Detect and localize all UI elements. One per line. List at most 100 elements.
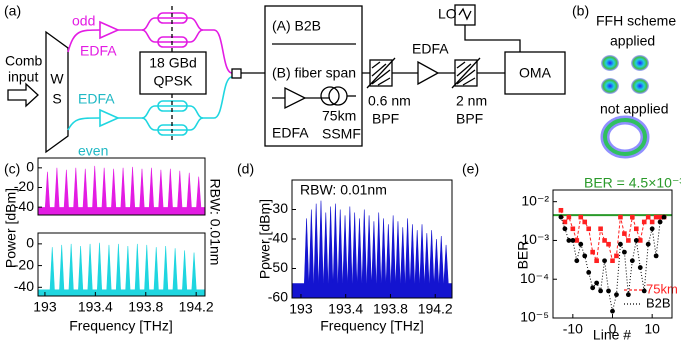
wss-label: S xyxy=(52,91,61,107)
panel-label: (c) xyxy=(4,161,20,177)
comb-line xyxy=(381,218,385,283)
marker xyxy=(654,215,659,220)
x-axis-label: Line # xyxy=(593,327,631,343)
comb-line xyxy=(74,168,78,207)
constellation-label: applied xyxy=(610,33,655,49)
comb-line xyxy=(126,246,130,289)
amp-label: EDFA xyxy=(272,125,309,141)
amplifier xyxy=(418,62,438,84)
filter-label: 0.6 nm xyxy=(368,93,411,109)
marker xyxy=(618,215,623,220)
coil xyxy=(321,87,339,105)
comb-line xyxy=(439,236,443,283)
y-tick-label: 10⁻⁵ xyxy=(520,309,549,325)
comb-line xyxy=(377,212,381,283)
marker xyxy=(630,258,635,263)
legend-label: 75km xyxy=(646,281,678,296)
panel-label: (e) xyxy=(462,161,479,177)
lo-line xyxy=(459,9,520,52)
comb-line xyxy=(64,170,68,207)
marker xyxy=(630,215,635,220)
amp-label: EDFA xyxy=(80,43,117,59)
input-arrow xyxy=(8,84,38,106)
marker xyxy=(650,226,655,231)
comb-line xyxy=(429,230,433,283)
comb-line xyxy=(93,166,97,207)
comb-line xyxy=(135,244,139,290)
marker xyxy=(634,226,639,231)
comb-line xyxy=(116,244,120,290)
marker xyxy=(578,215,583,220)
figure: (a) Comb input W S odd EDFA EDFA even 18… xyxy=(0,0,681,344)
marker xyxy=(570,238,575,243)
comb-line xyxy=(59,245,63,290)
marker xyxy=(658,220,663,225)
marker xyxy=(574,258,579,263)
modulator-label: QPSK xyxy=(154,73,194,89)
fiber-label: SSMF xyxy=(322,126,361,142)
even-label: even xyxy=(78,143,108,159)
symbol-cloud xyxy=(601,78,619,94)
annotation: RBW: 0.01nm xyxy=(207,179,223,266)
marker xyxy=(578,242,583,247)
marker xyxy=(610,309,615,314)
marker xyxy=(590,250,595,255)
noise-floor xyxy=(38,207,205,215)
filter-hatch xyxy=(367,58,395,88)
comb-line xyxy=(140,169,144,207)
constellation-label: FFH scheme xyxy=(596,13,676,29)
wss-label: W xyxy=(50,71,64,87)
comb-line xyxy=(88,244,92,290)
marker xyxy=(602,238,607,243)
marker xyxy=(626,292,631,297)
filter-hatch xyxy=(452,58,480,88)
comb-line xyxy=(405,218,409,283)
source-label: Comb xyxy=(5,53,43,69)
filter-label: BPF xyxy=(372,111,399,127)
constellations: (b) FFH scheme applied not applied xyxy=(572,3,676,154)
comb-line xyxy=(107,245,111,290)
comb-line xyxy=(367,215,371,283)
comb-line xyxy=(149,168,153,207)
lo-label: LO xyxy=(438,6,457,22)
comb-line xyxy=(328,207,332,284)
comb-line xyxy=(352,212,356,283)
comb-line xyxy=(182,250,186,289)
comb-line xyxy=(173,248,177,289)
marker xyxy=(567,215,572,220)
filter-label: BPF xyxy=(456,111,483,127)
y-axis-label: BER xyxy=(515,241,531,270)
comb-line xyxy=(145,245,149,290)
marker xyxy=(626,238,631,243)
comb-line xyxy=(324,212,328,283)
constellation-label: not applied xyxy=(600,101,669,117)
marker xyxy=(618,242,623,247)
comb-line xyxy=(154,247,158,289)
marker xyxy=(610,258,615,263)
x-tick-label: 193 xyxy=(33,299,57,315)
marker xyxy=(598,288,603,293)
marker xyxy=(586,270,591,275)
symbol-cloud xyxy=(631,55,649,71)
legend-label: B2B xyxy=(646,295,671,310)
comb-line xyxy=(425,233,429,283)
comb-line xyxy=(304,218,308,283)
modulator-label: 18 GBd xyxy=(149,55,196,71)
comb-line xyxy=(130,167,134,207)
comb-line xyxy=(69,244,73,290)
marker xyxy=(634,238,639,243)
x-tick-label: -10 xyxy=(563,321,583,337)
comb-line xyxy=(97,243,101,290)
x-axis-label: Frequency [THz] xyxy=(69,318,172,334)
marker xyxy=(594,258,599,263)
marker xyxy=(598,226,603,231)
comb-line xyxy=(309,210,313,284)
marker xyxy=(559,208,564,213)
comb-line xyxy=(338,210,342,284)
span-amp xyxy=(285,88,305,108)
comb-line xyxy=(102,168,106,207)
panel-label: (d) xyxy=(237,161,254,177)
amp-label: EDFA xyxy=(78,91,115,107)
x-tick-label: 193.8 xyxy=(128,299,163,315)
comb-line xyxy=(415,230,419,283)
